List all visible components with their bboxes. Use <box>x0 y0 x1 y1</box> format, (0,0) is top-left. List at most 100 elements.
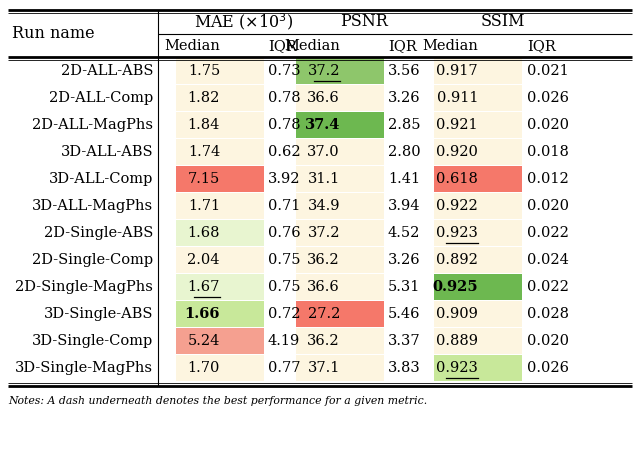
Bar <box>176 328 264 354</box>
Bar <box>434 355 522 381</box>
Text: 36.6: 36.6 <box>307 280 340 294</box>
Text: 3.37: 3.37 <box>388 334 420 348</box>
Text: 0.75: 0.75 <box>268 280 301 294</box>
Bar <box>176 193 264 219</box>
Text: 2D-Single-ABS: 2D-Single-ABS <box>44 226 153 240</box>
Bar <box>434 58 522 84</box>
Bar <box>296 58 384 84</box>
Bar <box>176 85 264 111</box>
Text: IQR: IQR <box>527 39 556 53</box>
Text: 1.66: 1.66 <box>184 307 220 321</box>
Bar <box>176 355 264 381</box>
Text: 37.0: 37.0 <box>307 145 340 159</box>
Bar <box>176 301 264 327</box>
Bar <box>176 139 264 165</box>
Text: 0.618: 0.618 <box>436 172 478 186</box>
Text: Median: Median <box>422 39 478 53</box>
Text: 1.71: 1.71 <box>188 199 220 213</box>
Text: 0.022: 0.022 <box>527 226 569 240</box>
Bar <box>296 301 384 327</box>
Text: 0.026: 0.026 <box>527 91 569 105</box>
Text: 0.920: 0.920 <box>436 145 478 159</box>
Text: 3D-ALL-ABS: 3D-ALL-ABS <box>60 145 153 159</box>
Text: 0.012: 0.012 <box>527 172 569 186</box>
Text: 0.78: 0.78 <box>268 91 301 105</box>
Text: 1.82: 1.82 <box>188 91 220 105</box>
Text: 2.04: 2.04 <box>188 253 220 267</box>
Text: Run name: Run name <box>12 25 95 43</box>
Text: 0.925: 0.925 <box>433 280 478 294</box>
Text: 34.9: 34.9 <box>307 199 340 213</box>
Text: 0.76: 0.76 <box>268 226 301 240</box>
Text: IQR: IQR <box>388 39 417 53</box>
Text: 1.75: 1.75 <box>188 64 220 78</box>
Text: 37.1: 37.1 <box>308 361 340 375</box>
Text: 2.85: 2.85 <box>388 118 420 132</box>
Text: 0.78: 0.78 <box>268 118 301 132</box>
Text: 0.923: 0.923 <box>436 361 478 375</box>
Bar <box>296 85 384 111</box>
Text: 0.028: 0.028 <box>527 307 569 321</box>
Text: 0.020: 0.020 <box>527 118 569 132</box>
Text: 0.022: 0.022 <box>527 280 569 294</box>
Text: 0.922: 0.922 <box>436 199 478 213</box>
Text: 3D-Single-ABS: 3D-Single-ABS <box>44 307 153 321</box>
Text: 2D-Single-Comp: 2D-Single-Comp <box>32 253 153 267</box>
Bar <box>176 274 264 300</box>
Bar <box>176 112 264 138</box>
Bar <box>296 274 384 300</box>
Text: 1.68: 1.68 <box>188 226 220 240</box>
Text: 4.52: 4.52 <box>388 226 420 240</box>
Text: 2D-ALL-Comp: 2D-ALL-Comp <box>49 91 153 105</box>
Bar <box>434 139 522 165</box>
Text: 5.24: 5.24 <box>188 334 220 348</box>
Text: 0.62: 0.62 <box>268 145 301 159</box>
Text: 3D-ALL-MagPhs: 3D-ALL-MagPhs <box>32 199 153 213</box>
Text: 0.72: 0.72 <box>268 307 301 321</box>
Bar <box>434 112 522 138</box>
Bar <box>434 166 522 192</box>
Bar <box>296 247 384 273</box>
Bar <box>434 193 522 219</box>
Text: 2D-Single-MagPhs: 2D-Single-MagPhs <box>15 280 153 294</box>
Text: 27.2: 27.2 <box>308 307 340 321</box>
Text: SSIM: SSIM <box>480 13 525 30</box>
Bar <box>434 220 522 246</box>
Text: 0.892: 0.892 <box>436 253 478 267</box>
Bar <box>434 328 522 354</box>
Bar <box>176 166 264 192</box>
Text: 5.31: 5.31 <box>388 280 420 294</box>
Text: 37.2: 37.2 <box>307 226 340 240</box>
Text: 3.83: 3.83 <box>388 361 420 375</box>
Text: 0.020: 0.020 <box>527 334 569 348</box>
Text: 0.024: 0.024 <box>527 253 569 267</box>
Text: 0.921: 0.921 <box>436 118 478 132</box>
Bar <box>176 247 264 273</box>
Text: 3.92: 3.92 <box>268 172 301 186</box>
Text: 0.018: 0.018 <box>527 145 569 159</box>
Text: 7.15: 7.15 <box>188 172 220 186</box>
Bar <box>434 274 522 300</box>
Text: 0.020: 0.020 <box>527 199 569 213</box>
Text: 0.911: 0.911 <box>436 91 478 105</box>
Bar <box>434 85 522 111</box>
Text: 36.2: 36.2 <box>307 334 340 348</box>
Text: 3.26: 3.26 <box>388 91 420 105</box>
Text: 0.923: 0.923 <box>436 226 478 240</box>
Text: 3.94: 3.94 <box>388 199 420 213</box>
Text: 0.77: 0.77 <box>268 361 301 375</box>
Bar <box>296 328 384 354</box>
Bar <box>296 355 384 381</box>
Text: 3.26: 3.26 <box>388 253 420 267</box>
Text: 0.917: 0.917 <box>436 64 478 78</box>
Text: 1.67: 1.67 <box>188 280 220 294</box>
Bar <box>434 301 522 327</box>
Text: 36.6: 36.6 <box>307 91 340 105</box>
Text: 1.74: 1.74 <box>188 145 220 159</box>
Bar <box>296 193 384 219</box>
Text: MAE ($\times$10$^3$): MAE ($\times$10$^3$) <box>195 12 294 32</box>
Text: 3D-Single-Comp: 3D-Single-Comp <box>32 334 153 348</box>
Text: 1.84: 1.84 <box>188 118 220 132</box>
Text: 5.46: 5.46 <box>388 307 420 321</box>
Text: 3D-ALL-Comp: 3D-ALL-Comp <box>49 172 153 186</box>
